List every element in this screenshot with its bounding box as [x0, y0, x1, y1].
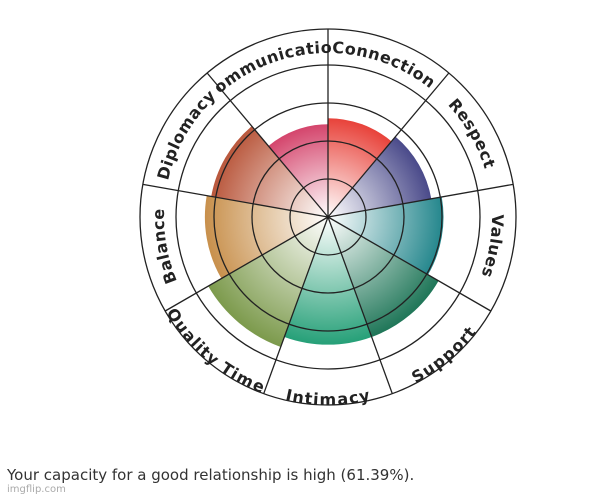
sector [328, 136, 432, 217]
category-label: Intimacy [284, 385, 372, 409]
chart: ConnectionRespectValuesSupportIntimacyQu… [0, 0, 517, 409]
category-label-text: Support [408, 323, 479, 387]
sector [211, 126, 328, 217]
caption: Your capacity for a good relationship is… [7, 466, 415, 484]
category-label: Communication [0, 0, 332, 97]
category-label: Respect [445, 95, 500, 171]
sector [204, 195, 328, 279]
spoke [142, 183, 329, 218]
spoke [327, 183, 514, 218]
sector [208, 217, 328, 347]
category-label-text: Respect [445, 95, 499, 171]
category-label-text: Intimacy [284, 385, 371, 409]
spoke [327, 72, 450, 218]
sector [328, 217, 439, 337]
category-label: Support [408, 323, 480, 387]
watermark: imgflip.com [7, 484, 66, 495]
sector [268, 124, 328, 217]
category-label-text: Diplomacy [153, 86, 219, 182]
sector [328, 196, 444, 275]
spoke [164, 216, 329, 312]
category-label: Values [477, 214, 507, 280]
spoke [327, 216, 393, 394]
spoke [263, 216, 329, 394]
spoke [206, 72, 329, 218]
category-label-text: Communication [0, 0, 332, 97]
category-label-text: Connection [332, 38, 439, 92]
category-label: Diplomacy [153, 86, 219, 182]
category-label: Connection [332, 38, 440, 92]
category-label-text: Values [477, 214, 506, 280]
sector [284, 217, 372, 345]
spoke [327, 216, 492, 312]
